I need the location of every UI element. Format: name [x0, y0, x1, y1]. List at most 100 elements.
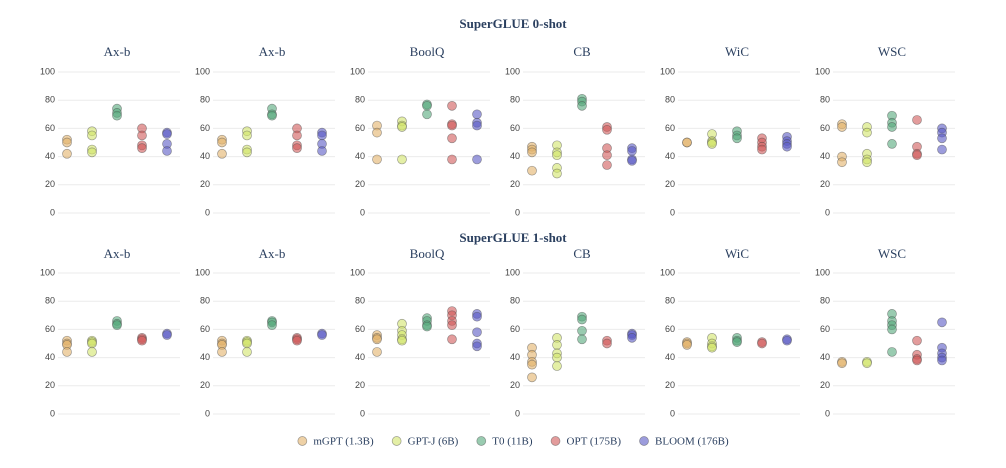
- point: [472, 109, 482, 120]
- point: [527, 165, 537, 176]
- y-tick-label: 80: [200, 95, 210, 105]
- panel-title: WiC: [725, 246, 749, 261]
- point: [887, 347, 897, 357]
- point: [217, 347, 227, 357]
- point: [137, 130, 147, 141]
- y-tick-label: 20: [355, 380, 365, 390]
- panel-title: WSC: [878, 246, 906, 261]
- y-tick-label: 80: [665, 296, 675, 306]
- y-tick-label: 60: [510, 324, 520, 334]
- point: [112, 110, 122, 121]
- point: [732, 337, 742, 347]
- point: [627, 146, 637, 156]
- y-tick-label: 40: [665, 352, 675, 362]
- point: [837, 122, 847, 132]
- point: [397, 154, 407, 165]
- y-tick-label: 40: [355, 151, 365, 161]
- legend-marker: [391, 436, 402, 446]
- y-tick-label: 40: [510, 352, 520, 362]
- point: [397, 335, 407, 346]
- y-tick-label: 20: [510, 179, 520, 189]
- legend-label: OPT (175B): [567, 436, 622, 448]
- y-tick-label: 40: [45, 352, 55, 362]
- point: [527, 147, 537, 158]
- y-tick-label: 0: [515, 408, 520, 418]
- point: [87, 338, 97, 349]
- y-tick-label: 60: [665, 324, 675, 334]
- point: [527, 372, 537, 383]
- panel-title: Ax-b: [104, 44, 131, 59]
- point: [887, 122, 897, 132]
- point: [937, 317, 947, 328]
- point: [242, 347, 252, 357]
- y-tick-label: 0: [205, 408, 210, 418]
- point: [472, 327, 482, 338]
- legend-marker: [639, 436, 649, 446]
- point: [577, 314, 587, 325]
- y-tick-label: 20: [355, 179, 365, 189]
- panel-title: WiC: [725, 44, 749, 59]
- point: [112, 320, 122, 331]
- y-tick-label: 80: [510, 95, 520, 105]
- point: [422, 321, 432, 332]
- point: [137, 143, 147, 153]
- point: [602, 150, 612, 161]
- point: [627, 333, 637, 343]
- y-tick-label: 20: [665, 380, 675, 390]
- panel-title: Ax-b: [259, 246, 286, 261]
- legend: mGPT (1.3B) GPT-J (6B) T0 (11B) OPT (175B) B…: [297, 436, 729, 448]
- y-tick-label: 80: [45, 95, 55, 105]
- point: [912, 150, 922, 161]
- y-tick-label: 20: [820, 179, 830, 189]
- point: [552, 340, 562, 350]
- y-tick-label: 100: [660, 267, 675, 277]
- y-tick-label: 40: [820, 151, 830, 161]
- panel-title: WSC: [878, 44, 906, 59]
- point: [447, 133, 457, 144]
- point: [87, 347, 97, 357]
- y-tick-label: 0: [670, 207, 675, 217]
- y-tick-label: 20: [45, 179, 55, 189]
- point: [372, 334, 382, 345]
- point: [472, 311, 482, 322]
- y-tick-label: 100: [505, 66, 520, 76]
- point: [62, 347, 72, 357]
- point: [447, 154, 457, 165]
- point: [577, 100, 587, 111]
- y-tick-label: 60: [200, 123, 210, 133]
- y-tick-label: 20: [200, 179, 210, 189]
- y-tick-label: 60: [510, 123, 520, 133]
- point: [292, 130, 302, 141]
- y-tick-label: 20: [820, 380, 830, 390]
- y-tick-label: 100: [195, 66, 210, 76]
- legend-marker: [297, 436, 308, 446]
- y-tick-label: 100: [660, 66, 675, 76]
- point: [372, 154, 382, 165]
- point: [682, 137, 692, 148]
- y-tick-label: 60: [355, 324, 365, 334]
- point: [552, 168, 562, 179]
- y-tick-label: 60: [200, 324, 210, 334]
- y-tick-label: 80: [510, 296, 520, 306]
- y-tick-label: 0: [205, 207, 210, 217]
- point: [372, 127, 382, 138]
- panel-title: Ax-b: [104, 246, 131, 261]
- point: [552, 150, 562, 161]
- y-tick-label: 0: [50, 207, 55, 217]
- point: [447, 100, 457, 111]
- row-title: SuperGLUE 1-shot: [459, 230, 567, 245]
- point: [62, 137, 72, 148]
- point: [912, 335, 922, 346]
- point: [397, 122, 407, 132]
- y-tick-label: 100: [40, 66, 55, 76]
- y-tick-label: 20: [200, 380, 210, 390]
- y-tick-label: 0: [515, 207, 520, 217]
- y-tick-label: 80: [355, 95, 365, 105]
- y-tick-label: 0: [825, 408, 830, 418]
- panel-title: BoolQ: [410, 246, 445, 261]
- point: [317, 146, 327, 156]
- panel-title: Ax-b: [259, 44, 286, 59]
- y-tick-label: 40: [820, 352, 830, 362]
- point: [267, 110, 277, 121]
- point: [267, 320, 277, 331]
